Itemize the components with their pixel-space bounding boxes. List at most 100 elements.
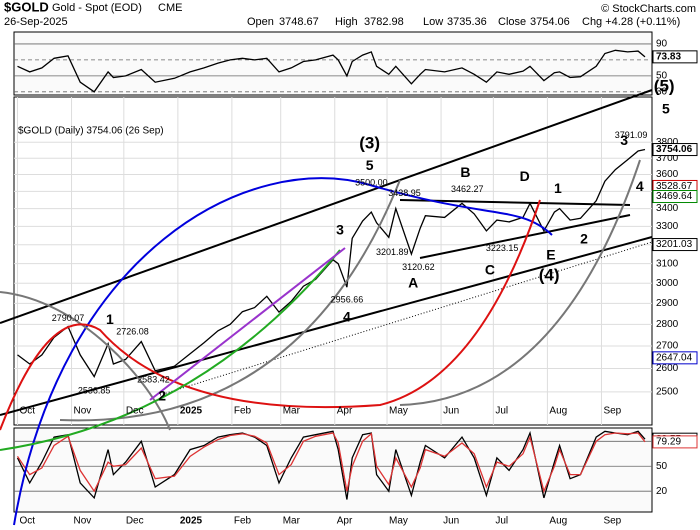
series-line <box>16 430 646 500</box>
date: 26-Sep-2025 <box>4 16 68 28</box>
last-value-label: 3528.67 <box>656 181 693 192</box>
x-tick-label: Feb <box>234 516 252 527</box>
y-tick-label: 2900 <box>656 298 679 309</box>
panel <box>13 427 653 513</box>
x-tick-label: Jun <box>443 516 459 527</box>
x-tick-label: Dec <box>126 406 144 417</box>
x-tick-label: Apr <box>337 406 353 417</box>
exchange: CME <box>158 2 182 14</box>
last-value-label: 73.83 <box>656 51 681 62</box>
trendline <box>419 214 631 259</box>
y-tick-label: 3800 <box>656 137 679 148</box>
x-tick-label: May <box>389 406 408 417</box>
x-tick-label: Mar <box>283 406 301 417</box>
price-callout: 3201.89 <box>376 247 409 257</box>
last-value-label: 3754.06 <box>656 144 693 155</box>
data-layer <box>13 31 653 513</box>
wave-label: 5 <box>366 157 374 173</box>
price-callout: 3500.00 <box>355 178 388 188</box>
trendline <box>159 241 653 396</box>
close-value: 3754.06 <box>530 16 570 28</box>
last-value-label: 3469.64 <box>656 191 693 202</box>
wave-label: 1 <box>554 180 562 196</box>
trendline <box>0 236 653 416</box>
x-tick-label: Aug <box>549 516 567 527</box>
change: Chg +4.28 (+0.11%) <box>582 16 680 28</box>
last-value-box <box>652 190 698 204</box>
wave-label: B <box>460 164 470 180</box>
panel <box>13 31 653 96</box>
x-tick-label: Dec <box>126 516 144 527</box>
last-value-box <box>652 351 698 365</box>
y-tick-label: 30 <box>656 86 668 97</box>
last-value-label: 79.29 <box>656 437 681 448</box>
low-value: 3735.36 <box>447 16 487 28</box>
price-callout: 3438.95 <box>388 188 421 198</box>
wave-label: D <box>520 168 530 184</box>
wave-label: 4 <box>636 178 644 194</box>
y-tick-label: 3100 <box>656 258 679 269</box>
x-tick-label: Sep <box>603 406 621 417</box>
last-value-box <box>652 238 698 252</box>
y-tick-label: 2600 <box>656 363 679 374</box>
arc <box>399 159 641 406</box>
label-layer: 9070503073.83250026002700280029003000310… <box>18 39 698 527</box>
arc <box>0 249 341 451</box>
x-tick-label: May <box>389 516 408 527</box>
high-value: 3782.98 <box>364 16 404 28</box>
wave-label: 3 <box>336 221 344 237</box>
arc <box>0 199 541 431</box>
y-tick-label: 2800 <box>656 319 679 330</box>
price-callout: 2790.07 <box>52 313 85 323</box>
panel <box>13 96 653 426</box>
y-tick-label: 20 <box>656 486 668 497</box>
wave-label: 1 <box>106 311 114 327</box>
arc <box>59 179 401 422</box>
price-callout: 3791.09 <box>615 130 648 140</box>
source: © StockCharts.com <box>601 3 696 15</box>
symbol: $GOLD <box>4 0 49 14</box>
last-value-box <box>652 143 698 157</box>
x-tick-label: 2025 <box>180 516 203 527</box>
y-tick-label: 90 <box>656 39 668 50</box>
price-callout: 2583.42 <box>137 375 170 385</box>
legend-entry: $GOLD (Daily) 3754.06 (26 Sep) <box>18 126 164 137</box>
price-callout: 3223.15 <box>486 243 519 253</box>
wave-label: (3) <box>359 133 380 152</box>
price-callout: 2536.85 <box>78 386 111 396</box>
x-tick-label: Jun <box>443 406 459 417</box>
y-tick-label: 50 <box>656 71 668 82</box>
price-callout: 2956.66 <box>331 294 364 304</box>
wave-label: (4) <box>539 265 560 284</box>
x-tick-label: Aug <box>549 406 567 417</box>
last-value-label: 3201.03 <box>656 239 693 250</box>
arc <box>0 291 171 431</box>
last-value-label: 2647.04 <box>656 352 693 363</box>
y-tick-label: 2500 <box>656 387 679 398</box>
low-label: Low <box>423 16 443 28</box>
wave-label: 5 <box>662 101 670 117</box>
y-tick-label: 3600 <box>656 169 679 180</box>
series-line <box>16 432 646 494</box>
arc <box>13 177 553 526</box>
x-tick-label: Jul <box>495 406 508 417</box>
price-callout: 3462.27 <box>451 184 484 194</box>
y-tick-label: 3300 <box>656 221 679 232</box>
y-tick-label: 2700 <box>656 341 679 352</box>
wave-label: A <box>408 275 418 291</box>
trendline <box>399 199 631 206</box>
instrument-name: Gold - Spot (EOD) <box>52 2 142 14</box>
high-label: High <box>335 16 358 28</box>
y-tick-label: 50 <box>656 461 668 472</box>
price-callout: 2726.08 <box>116 327 149 337</box>
wave-label: 3 <box>620 132 628 148</box>
wave-label: (5) <box>654 77 675 96</box>
x-tick-label: Sep <box>603 516 621 527</box>
y-tick-label: 3700 <box>656 153 679 164</box>
series-line <box>17 49 646 93</box>
x-tick-label: Apr <box>337 516 353 527</box>
close-label: Close <box>498 16 526 28</box>
x-tick-label: Jul <box>495 516 508 527</box>
last-value-box <box>652 435 698 449</box>
